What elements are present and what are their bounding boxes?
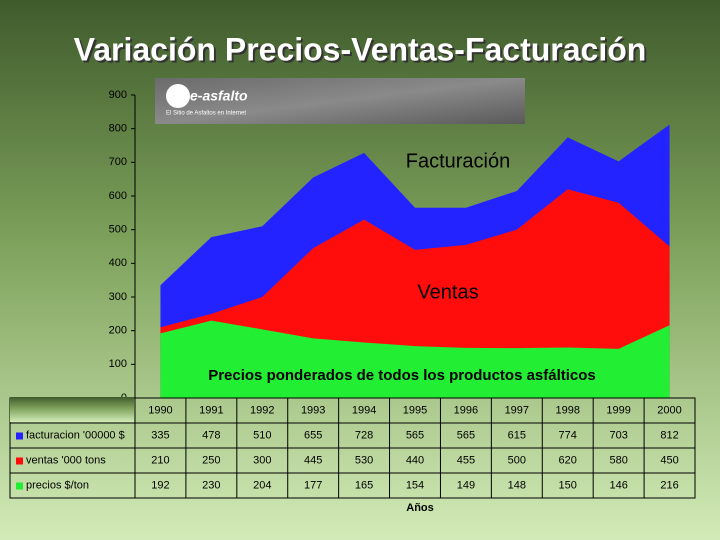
- legend-label: ventas '000 tons: [26, 454, 106, 466]
- y-tick-label: 300: [109, 291, 127, 303]
- table-value: 148: [508, 479, 526, 491]
- legend-label: facturacion '00000 $: [26, 429, 125, 441]
- y-tick-label: 200: [109, 325, 127, 337]
- legend-key: [16, 432, 23, 440]
- x-tick-label: 1999: [606, 404, 630, 416]
- table-value: 230: [202, 479, 220, 491]
- table-value: 615: [508, 429, 526, 441]
- logo-name: e-asfalto: [190, 88, 248, 104]
- y-tick-label: 400: [109, 257, 127, 269]
- title-shadow: Variación Precios-Ventas-Facturación: [76, 33, 649, 69]
- table-value: 565: [406, 429, 424, 441]
- logo-icon: [166, 84, 190, 108]
- table-value: 440: [406, 454, 424, 466]
- annotation: Facturación: [406, 150, 511, 172]
- table-value: 177: [304, 479, 322, 491]
- logo: e-asfalto El Sitio de Asfaltos en Intern…: [155, 78, 525, 124]
- annotation: Ventas: [417, 281, 478, 303]
- table-value: 812: [660, 429, 678, 441]
- table-value: 165: [355, 479, 373, 491]
- table-value: 580: [609, 454, 627, 466]
- logo-banner: [155, 78, 525, 124]
- x-tick-label: 1990: [148, 404, 172, 416]
- table-value: 146: [609, 479, 627, 491]
- logo-tagline: El Sitio de Asfaltos en Internet: [166, 111, 246, 117]
- y-tick-label: 700: [109, 156, 127, 168]
- table-value: 774: [559, 429, 577, 441]
- x-tick-label: 1991: [199, 404, 223, 416]
- y-tick-label: 100: [109, 358, 127, 370]
- table-value: 565: [457, 429, 475, 441]
- table-value: 445: [304, 454, 322, 466]
- y-tick-label: 900: [109, 89, 127, 101]
- table-value: 216: [660, 479, 678, 491]
- annotation: Precios ponderados de todos los producto…: [208, 367, 596, 384]
- table-value: 149: [457, 479, 475, 491]
- legend-label: precios $/ton: [26, 479, 89, 491]
- table-value: 703: [609, 429, 627, 441]
- table-corner: [10, 397, 134, 422]
- table-value: 620: [559, 454, 577, 466]
- x-tick-label: 1994: [352, 404, 376, 416]
- chart-title: Variación Precios-Ventas-Facturación: [74, 31, 647, 67]
- table-value: 210: [151, 454, 169, 466]
- table-value: 450: [660, 454, 678, 466]
- x-tick-label: 1996: [454, 404, 478, 416]
- x-tick-label: 1995: [403, 404, 427, 416]
- x-tick-label: 1998: [555, 404, 579, 416]
- table-value: 530: [355, 454, 373, 466]
- y-tick-label: 500: [109, 224, 127, 236]
- table-value: 154: [406, 479, 424, 491]
- table-value: 335: [151, 429, 169, 441]
- x-tick-label: 2000: [657, 404, 681, 416]
- table-value: 250: [202, 454, 220, 466]
- legend-key: [16, 457, 23, 465]
- table-value: 655: [304, 429, 322, 441]
- table-value: 150: [559, 479, 577, 491]
- table-value: 455: [457, 454, 475, 466]
- table-value: 192: [151, 479, 169, 491]
- area: [160, 320, 670, 398]
- table-value: 500: [508, 454, 526, 466]
- table-value: 300: [253, 454, 271, 466]
- x-axis-label: Años: [406, 502, 434, 514]
- table-value: 728: [355, 429, 373, 441]
- y-tick-label: 800: [109, 123, 127, 135]
- x-tick-label: 1993: [301, 404, 325, 416]
- table-value: 204: [253, 479, 271, 491]
- plot: 0100200300400500600700800900FacturaciónV…: [9, 89, 696, 514]
- table-value: 478: [202, 429, 220, 441]
- y-tick-label: 600: [109, 190, 127, 202]
- x-tick-label: 1997: [505, 404, 529, 416]
- x-tick-label: 1992: [250, 404, 274, 416]
- table-value: 510: [253, 429, 271, 441]
- legend-key: [16, 482, 23, 490]
